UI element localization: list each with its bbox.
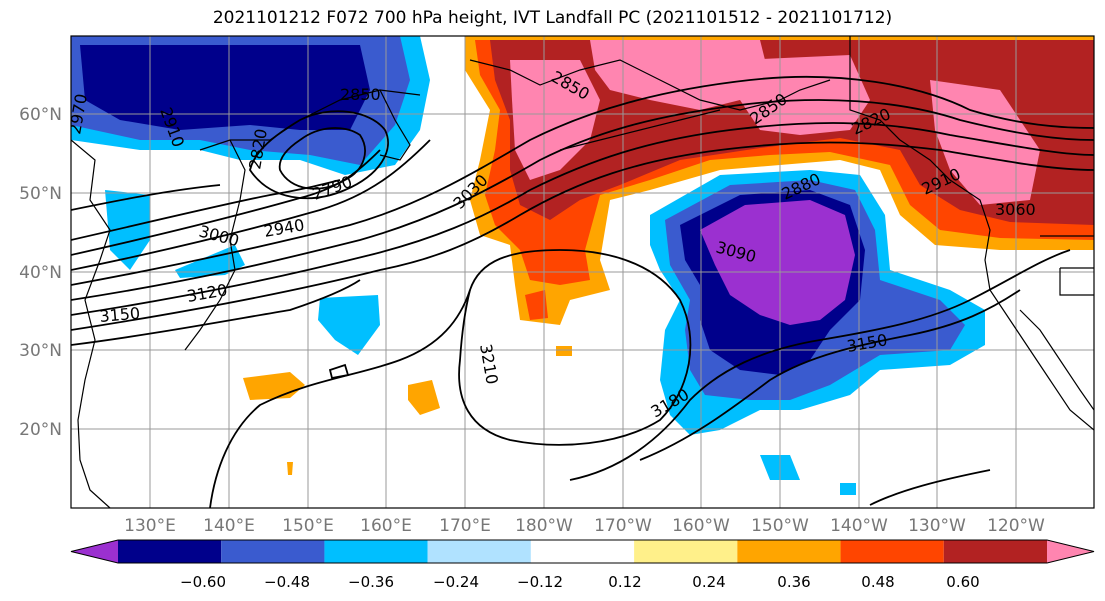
- lon-label: 140°E: [203, 516, 255, 536]
- lon-label: 130°W: [908, 516, 966, 536]
- colorbar-tick-label: 0.48: [861, 573, 894, 591]
- negative-blob-south-2: [840, 483, 856, 495]
- colorbar-tick-label: −0.12: [517, 573, 563, 591]
- colorbar-segment: [118, 540, 222, 563]
- lon-label: 150°W: [751, 516, 809, 536]
- colorbar-segment: [840, 540, 944, 563]
- chart-title: 2021101212 F072 700 hPa height, IVT Land…: [212, 8, 893, 28]
- colorbar-outline: [70, 539, 1095, 564]
- lat-label: 20°N: [19, 420, 62, 440]
- lat-label: 50°N: [19, 184, 62, 204]
- colorbar-tick-label: 0.24: [692, 573, 725, 591]
- negative-anomaly-east: [650, 170, 985, 435]
- colorbar-segment: [324, 540, 428, 563]
- gridlines: [71, 36, 1094, 508]
- colorbar: [70, 539, 1095, 564]
- lon-label: 180°W: [515, 516, 573, 536]
- lon-label: 140°W: [830, 516, 888, 536]
- colorbar-tick-label: 0.36: [777, 573, 810, 591]
- anomaly-blob-central: [318, 295, 380, 355]
- colorbar-segment: [221, 540, 325, 563]
- lon-label: 170°W: [594, 516, 652, 536]
- colorbar-segment: [737, 540, 841, 563]
- colorbar-extend-min: [71, 540, 118, 563]
- colorbar-tick-label: 0.12: [608, 573, 641, 591]
- colorbar-tick-label: −0.24: [433, 573, 479, 591]
- lat-label: 30°N: [19, 341, 62, 361]
- anomaly-blob-west: [105, 190, 150, 270]
- lon-label: 160°W: [672, 516, 730, 536]
- height-contours: [71, 76, 1094, 508]
- contour-label: 3060: [995, 200, 1036, 219]
- colorbar-ticks: −0.60 −0.48 −0.36 −0.24 −0.12 0.12 0.24 …: [180, 573, 980, 591]
- lon-label: 170°E: [439, 516, 491, 536]
- lon-label: 120°W: [987, 516, 1045, 536]
- colorbar-segment: [943, 540, 1047, 563]
- contour-label: 3150: [99, 304, 141, 326]
- map-content: 2970 2910 2850 2820 2790 2940 3000 3030 …: [71, 36, 1094, 508]
- positive-blob-small: [556, 346, 572, 356]
- contour-label: 2850: [340, 85, 381, 104]
- lon-label: 160°E: [360, 516, 412, 536]
- lon-label: 130°E: [124, 516, 176, 536]
- map-frame: [70, 35, 1095, 509]
- latitude-labels: 60°N 50°N 40°N 30°N 20°N: [19, 105, 62, 440]
- colorbar-segment: [634, 540, 738, 563]
- colorbar-tick-label: 0.60: [946, 573, 979, 591]
- lon-label: 150°E: [282, 516, 334, 536]
- positive-blob-tiny: [287, 462, 293, 475]
- colorbar-segment: [530, 540, 635, 563]
- colorbar-tick-label: −0.48: [264, 573, 310, 591]
- lat-label: 60°N: [19, 105, 62, 125]
- colorbar-tick-label: −0.36: [348, 573, 394, 591]
- colorbar-tick-label: −0.60: [180, 573, 226, 591]
- colorbar-segment: [427, 540, 531, 563]
- negative-anomaly-northwest: [71, 36, 430, 175]
- colorbar-extend-max: [1047, 540, 1094, 563]
- positive-blob-central: [408, 380, 440, 415]
- longitude-labels: 130°E 140°E 150°E 160°E 170°E 180°W 170°…: [124, 516, 1045, 536]
- lat-label: 40°N: [19, 263, 62, 283]
